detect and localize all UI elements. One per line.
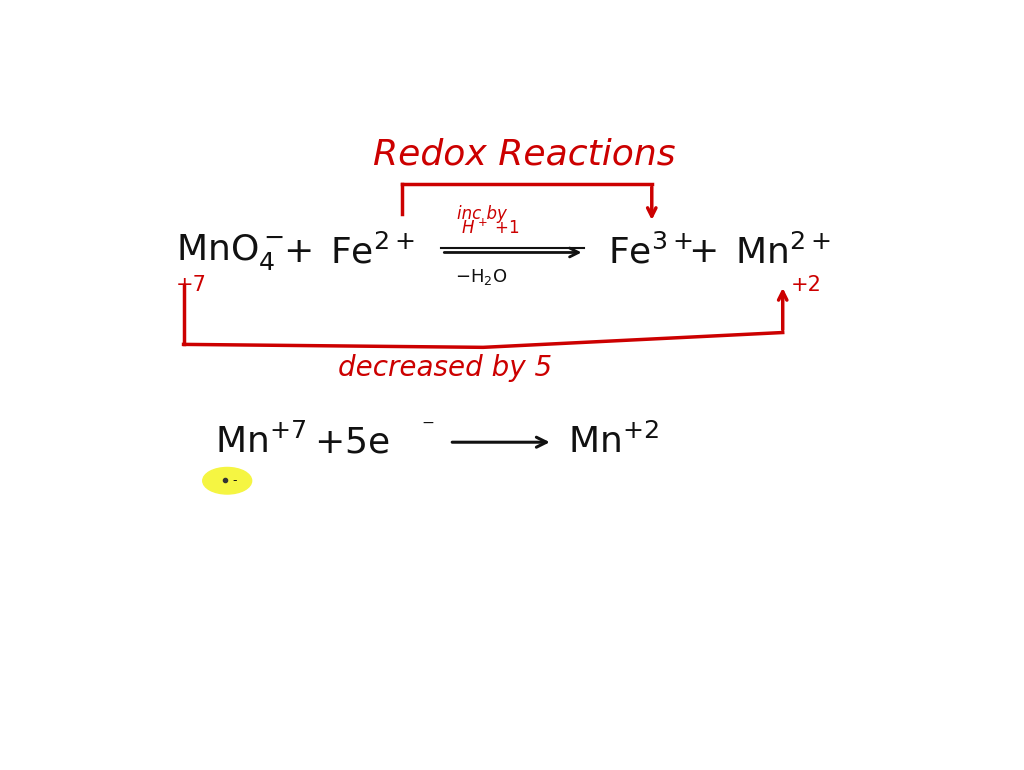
Text: $\mathregular{+ 5e}$: $\mathregular{+ 5e}$ <box>314 425 390 459</box>
Text: $\mathregular{Fe^{3+}}$: $\mathregular{Fe^{3+}}$ <box>608 234 693 270</box>
Text: +7: +7 <box>176 275 207 295</box>
Text: $H^+$ +1: $H^+$ +1 <box>461 218 520 237</box>
Text: $\mathregular{Fe^{2+}}$: $\mathregular{Fe^{2+}}$ <box>331 234 415 270</box>
Text: +2: +2 <box>792 275 822 295</box>
Text: Redox Reactions: Redox Reactions <box>374 138 676 172</box>
Ellipse shape <box>203 467 252 494</box>
Text: -: - <box>232 474 238 487</box>
Text: $\mathregular{MnO_4^-}$: $\mathregular{MnO_4^-}$ <box>176 233 284 273</box>
Text: decreased by 5: decreased by 5 <box>338 354 552 382</box>
Text: $\mathregular{Mn^{+2}}$: $\mathregular{Mn^{+2}}$ <box>568 424 659 460</box>
Text: $\mathregular{-H_2O}$: $\mathregular{-H_2O}$ <box>455 267 507 287</box>
Text: $\mathregular{Mn^{+7}}$: $\mathregular{Mn^{+7}}$ <box>215 424 307 460</box>
Text: +: + <box>284 236 313 270</box>
Text: +: + <box>688 236 719 270</box>
Text: $\mathregular{Mn^{2+}}$: $\mathregular{Mn^{2+}}$ <box>735 234 830 270</box>
Text: inc by: inc by <box>458 205 507 223</box>
Text: $\mathregular{^-}$: $\mathregular{^-}$ <box>418 419 434 439</box>
